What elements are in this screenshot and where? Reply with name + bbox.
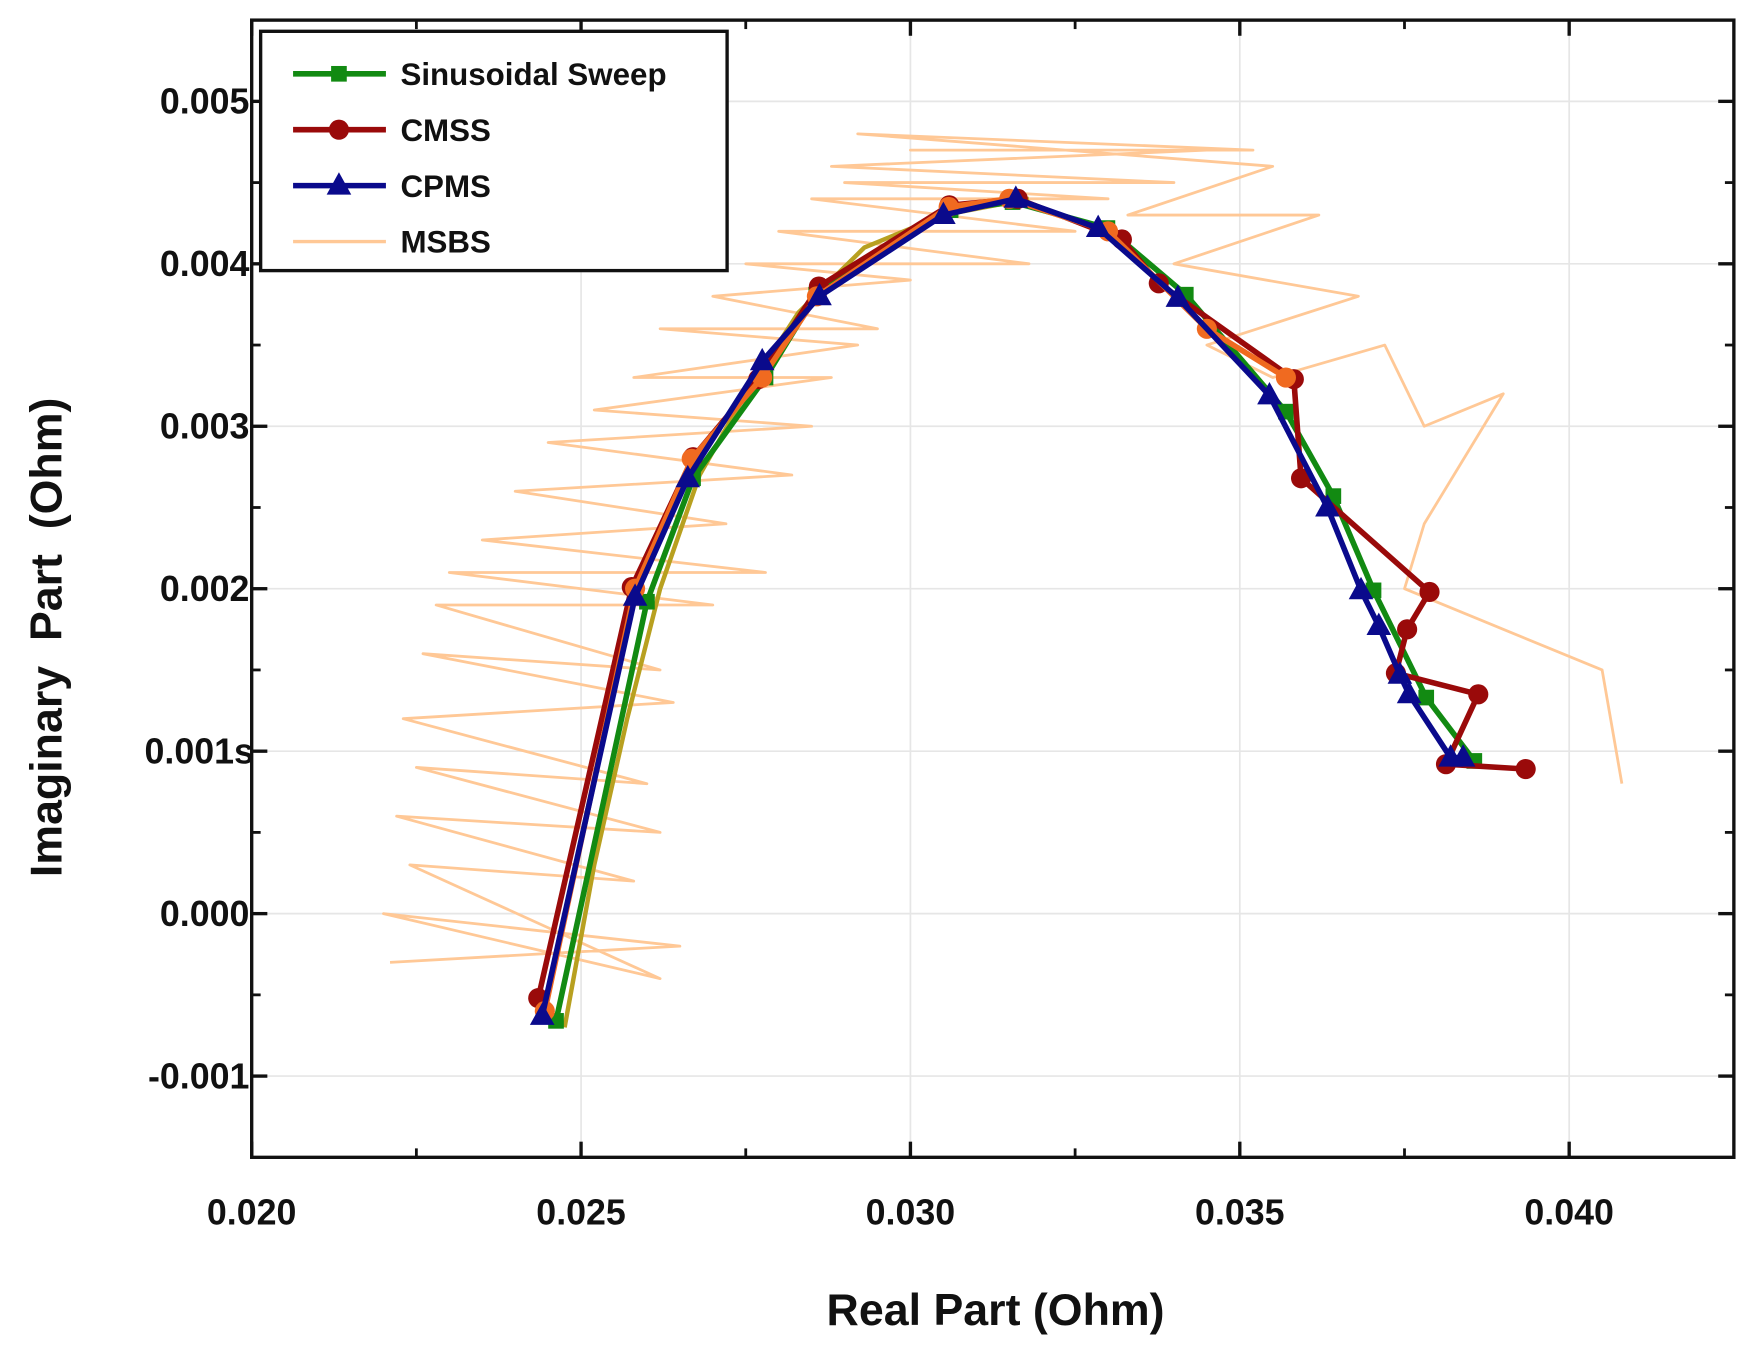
data-point-sinusoidal-sweep [1418, 689, 1435, 706]
y-tick-label: -0.001 [148, 1056, 249, 1096]
legend-label: MSBS [400, 225, 490, 260]
legend-marker [326, 172, 352, 195]
legend: Sinusoidal Sweep CMSS CPMS MSBS [258, 29, 729, 273]
x-tick-label: 0.035 [1195, 1192, 1285, 1232]
data-point-cpms [807, 282, 832, 306]
y-tick-label: 0.003 [160, 407, 250, 447]
data-point-cmss [1397, 619, 1418, 640]
series-cpms [529, 185, 1476, 1025]
data-point-cpms [1450, 744, 1476, 767]
data-point-cpms [931, 201, 956, 225]
legend-label: CPMS [400, 169, 490, 204]
data-point-cmss [1515, 758, 1536, 780]
data-point-cpms [529, 1002, 555, 1025]
x-tick-label: 0.040 [1524, 1192, 1614, 1232]
legend-label: Sinusoidal Sweep [400, 57, 666, 92]
series-layer [382, 132, 1624, 1029]
data-point-cmss [1419, 581, 1440, 603]
data-point-cpms [1396, 680, 1422, 704]
data-point-cpms [1257, 381, 1282, 405]
ticks: 0.020 0.025 0.030 0.035 0.040 -0.001 0.000 0.00… [144, 20, 1734, 1232]
series-line-cpms [539, 196, 1464, 1017]
data-point-cpms [1366, 612, 1392, 636]
series-cmss [528, 188, 1536, 1009]
y-tick-label: 0.000 [160, 894, 250, 934]
y-tick-label: 0.005 [160, 82, 250, 122]
x-axis-title: Real Part (Ohm) [827, 1286, 1165, 1335]
data-point-unlabeled [1275, 367, 1296, 388]
data-point-cpms [1165, 284, 1191, 307]
series-line-sinusoidal-sweep [553, 199, 1477, 1022]
y-tick-label: 0.004 [160, 244, 250, 284]
data-point-cmss [1291, 468, 1312, 489]
series-sinusoidal-sweep [548, 194, 1483, 1029]
legend-label: CMSS [400, 113, 490, 148]
data-point-cpms [749, 347, 775, 371]
data-point-cpms [1085, 214, 1111, 238]
data-point-cpms [1003, 185, 1029, 208]
legend-item-sinusoidal-sweep: Sinusoidal Sweep [293, 57, 667, 92]
data-point-cpms [1315, 494, 1340, 517]
data-point-cpms [622, 583, 648, 606]
x-tick-label: 0.030 [866, 1192, 956, 1232]
data-point-cmss [1468, 684, 1489, 705]
legend-item-cpms: CPMS [293, 169, 491, 204]
x-tick-label: 0.020 [207, 1192, 297, 1232]
data-point-cpms [1387, 661, 1413, 684]
data-point-cpms [675, 464, 701, 488]
y-axis-title: Imaginary Part (Ohm) [23, 398, 72, 877]
x-tick-label: 0.025 [536, 1192, 626, 1232]
series-line-msbs [382, 132, 1624, 981]
data-point-cpms [1348, 576, 1374, 600]
y-tick-label: 0.001s [144, 731, 253, 771]
series-msbs [382, 132, 1624, 981]
legend-item-msbs: MSBS [293, 225, 491, 260]
y-tick-label: 0.002 [160, 569, 250, 609]
legend-marker [331, 65, 347, 82]
legend-item-cmss: CMSS [293, 113, 491, 148]
legend-marker [328, 119, 350, 140]
